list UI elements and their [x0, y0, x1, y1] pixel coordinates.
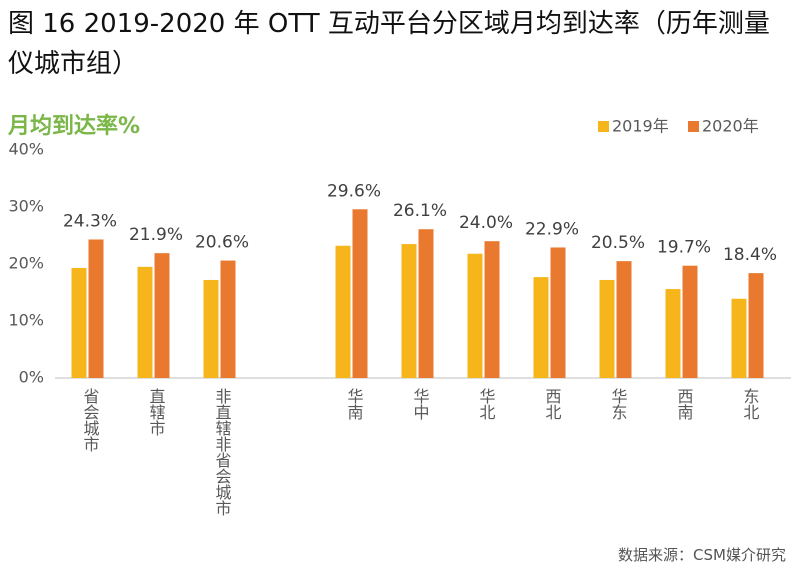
x-tick-label: 西北 — [543, 388, 562, 420]
bar — [665, 289, 681, 378]
value-label: 24.3% — [63, 211, 117, 231]
value-label: 29.6% — [327, 181, 381, 201]
bar — [731, 298, 747, 378]
value-label: 24.0% — [459, 213, 513, 233]
x-tick-label: 华南 — [345, 388, 364, 420]
bar — [71, 267, 87, 378]
x-tick-label: 东北 — [741, 388, 760, 420]
value-label: 20.5% — [591, 233, 645, 253]
bar — [401, 244, 417, 378]
x-tick-label: 直辖市 — [147, 388, 166, 436]
y-tick-label: 40% — [8, 140, 44, 159]
x-tick-label: 西南 — [675, 388, 694, 420]
y-tick-label: 0% — [19, 368, 44, 387]
legend-swatch — [598, 121, 609, 132]
y-tick-label: 10% — [8, 311, 44, 330]
legend-label: 2019年 — [612, 117, 669, 136]
bar — [137, 266, 153, 378]
value-label: 21.9% — [129, 225, 183, 245]
value-label: 19.7% — [657, 238, 711, 258]
bar — [533, 277, 549, 378]
bar — [352, 209, 368, 378]
legend-swatch — [688, 121, 699, 132]
value-label: 18.4% — [723, 245, 777, 265]
bar — [748, 273, 764, 378]
x-tick-label: 非直辖非省会城市 — [213, 388, 232, 516]
x-tick-label: 华东 — [609, 388, 628, 420]
bar — [599, 279, 615, 378]
x-tick-label: 省会城市 — [81, 388, 100, 452]
bar — [418, 229, 434, 378]
bar — [682, 265, 698, 378]
value-label: 22.9% — [525, 219, 579, 239]
bar — [550, 247, 566, 378]
bar — [335, 245, 351, 378]
value-label: 20.6% — [195, 233, 249, 253]
y-tick-label: 20% — [8, 254, 44, 273]
bar — [203, 279, 219, 378]
bar — [220, 260, 236, 378]
bar — [154, 253, 170, 378]
figure-title: 图 16 2019-2020 年 OTT 互动平台分区域月均到达率（历年测量仪城… — [8, 9, 770, 79]
bar — [484, 241, 500, 378]
legend-label: 2020年 — [702, 117, 759, 136]
source-note: 数据来源：CSM媒介研究 — [618, 546, 786, 564]
chart-title: 月均到达率% — [7, 113, 140, 139]
bar — [467, 253, 483, 378]
bar — [88, 239, 104, 378]
x-tick-label: 华中 — [411, 388, 430, 420]
value-label: 26.1% — [393, 201, 447, 221]
y-tick-label: 30% — [8, 197, 44, 216]
x-tick-label: 华北 — [477, 388, 496, 420]
bar — [616, 261, 632, 378]
